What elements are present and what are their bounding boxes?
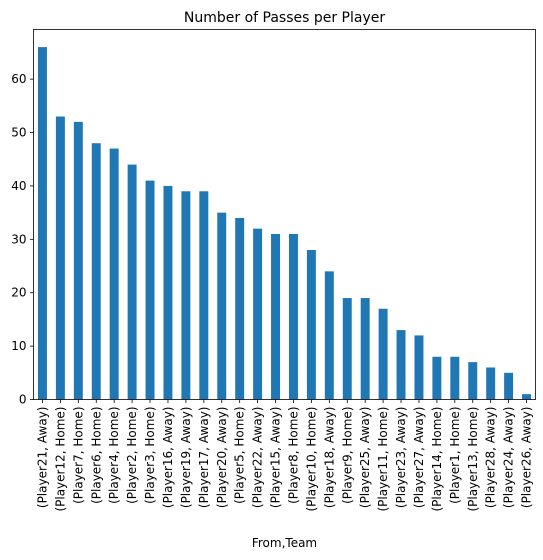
chart-title: Number of Passes per Player: [184, 10, 385, 26]
x-tick-label: (Player22, Away): [251, 407, 265, 509]
x-tick-label: (Player26, Away): [520, 407, 534, 509]
x-tick-label: (Player17, Away): [197, 407, 211, 509]
x-tick-label: (Player20, Away): [215, 407, 229, 509]
bar: [271, 233, 281, 400]
bar: [37, 47, 47, 400]
bar: [342, 298, 352, 400]
bar: [432, 356, 442, 400]
bar: [253, 228, 263, 400]
x-tick-label: (Player3, Home): [143, 407, 157, 504]
x-tick-label: (Player16, Away): [161, 407, 175, 509]
x-tick-label: (Player8, Home): [286, 407, 300, 504]
x-tick-label: (Player1, Home): [448, 407, 462, 504]
bar: [288, 233, 298, 400]
bar: [181, 191, 191, 400]
x-tick-label: (Player13, Home): [466, 407, 480, 512]
x-axis-ticks: (Player21, Away) (Player12, Home) (Player7…: [35, 399, 534, 512]
bar: [486, 367, 496, 400]
x-tick-label: (Player18, Away): [322, 407, 336, 509]
y-tick-label: 50: [11, 126, 26, 140]
bar: [522, 394, 532, 400]
x-tick-label: (Player5, Home): [233, 407, 247, 504]
y-tick-label: 60: [11, 72, 26, 86]
x-tick-label: (Player14, Home): [430, 407, 444, 512]
x-tick-label: (Player9, Home): [340, 407, 354, 504]
x-axis-label: From,Team: [252, 536, 317, 550]
y-tick-label: 10: [11, 339, 26, 353]
y-axis-ticks: 0 10 20 30 40 50 60: [11, 72, 34, 407]
bar: [127, 164, 137, 400]
bar: [414, 335, 424, 400]
bar: [199, 191, 209, 400]
bar: [217, 212, 227, 400]
x-tick-label: (Player12, Home): [53, 407, 67, 512]
x-tick-label: (Player21, Away): [35, 407, 49, 509]
x-tick-label: (Player23, Away): [394, 407, 408, 509]
x-tick-label: (Player4, Home): [107, 407, 121, 504]
bar: [396, 330, 406, 400]
y-tick-label: 30: [11, 232, 26, 246]
bar: [324, 271, 334, 400]
bar: [91, 143, 101, 400]
y-tick-label: 40: [11, 179, 26, 193]
x-tick-label: (Player15, Away): [269, 407, 283, 509]
bar: [109, 148, 119, 400]
plot-frame: [33, 29, 536, 400]
bar: [450, 356, 460, 400]
bar: [468, 362, 478, 400]
x-tick-label: (Player7, Home): [71, 407, 85, 504]
bar: [163, 185, 173, 400]
bar: [73, 121, 83, 400]
bar: [55, 116, 65, 400]
x-tick-label: (Player19, Away): [179, 407, 193, 509]
x-tick-label: (Player6, Home): [89, 407, 103, 504]
bars-group: [37, 47, 532, 400]
x-tick-label: (Player27, Away): [412, 407, 426, 509]
x-tick-label: (Player28, Away): [484, 407, 498, 509]
bar: [145, 180, 155, 400]
bar: [235, 217, 245, 400]
y-tick-label: 20: [11, 286, 26, 300]
x-tick-label: (Player11, Home): [376, 407, 390, 512]
y-tick-label: 0: [19, 393, 27, 407]
bar: [504, 372, 514, 400]
x-tick-label: (Player2, Home): [125, 407, 139, 504]
bar: [360, 298, 370, 400]
x-tick-label: (Player10, Home): [304, 407, 318, 512]
bar: [306, 250, 316, 400]
bar: [378, 308, 388, 400]
x-tick-label: (Player25, Away): [358, 407, 372, 509]
x-tick-label: (Player24, Away): [502, 407, 516, 509]
